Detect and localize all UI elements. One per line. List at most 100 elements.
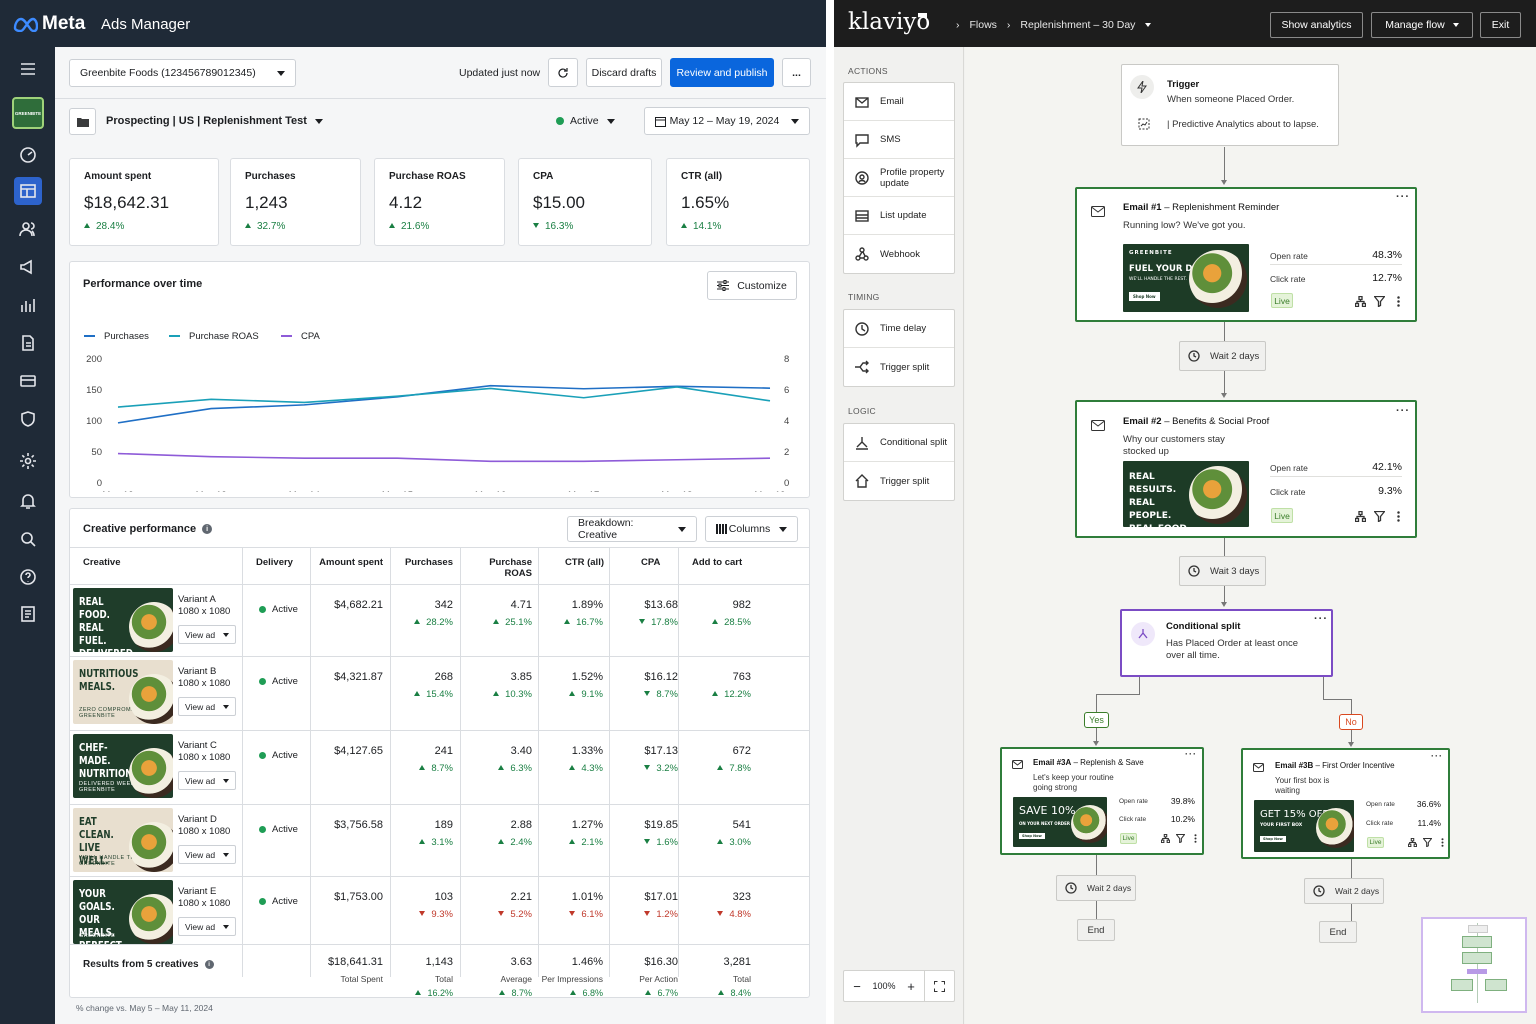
hierarchy-icon[interactable]: [1355, 511, 1366, 522]
breakdown-dropdown[interactable]: Breakdown: Creative: [567, 516, 697, 542]
creative-thumbnail[interactable]: CHEF-MADE. NUTRITION. DELIVERED WEEKLY. …: [73, 734, 173, 798]
column-header[interactable]: Creative: [83, 557, 121, 568]
column-header[interactable]: Purchases: [404, 557, 453, 568]
discard-drafts-button[interactable]: Discard drafts: [586, 58, 662, 87]
email-1-more-button[interactable]: ···: [1396, 191, 1410, 203]
view-ad-button[interactable]: View ad: [178, 917, 236, 936]
more-options-button[interactable]: ...: [782, 58, 811, 87]
folder-button[interactable]: [69, 108, 96, 135]
metric-card[interactable]: Amount spent $18,642.31 28.4%: [69, 158, 219, 246]
account-select[interactable]: Greenbite Foods (123456789012345): [69, 59, 296, 87]
bell-icon[interactable]: [14, 487, 42, 515]
email-3a-more-button[interactable]: ···: [1185, 749, 1197, 759]
gear-icon[interactable]: [14, 447, 42, 475]
column-header[interactable]: Amount spent: [319, 557, 383, 568]
creative-thumbnail[interactable]: NUTRITIOUS MEALS. ZERO COMPROMISES. GREE…: [73, 660, 173, 724]
creative-thumbnail[interactable]: REAL FOOD. REAL FUEL. DELIVERED.: [73, 588, 173, 652]
refresh-button[interactable]: [548, 58, 578, 87]
trigger-node[interactable]: Trigger When someone Placed Order. | Pre…: [1121, 64, 1339, 146]
sidebar-item-time-delay[interactable]: Time delay: [844, 310, 954, 348]
metric-card[interactable]: CPA $15.00 16.3%: [518, 158, 652, 246]
wait-3b-node[interactable]: Wait 2 days: [1304, 878, 1384, 904]
view-ad-button[interactable]: View ad: [178, 771, 236, 790]
email-2-more-button[interactable]: ···: [1396, 405, 1410, 417]
column-header[interactable]: Add to cart: [692, 557, 743, 568]
shield-icon[interactable]: [14, 405, 42, 433]
campaigns-icon[interactable]: [14, 177, 42, 205]
column-header[interactable]: Delivery: [256, 557, 293, 568]
search-icon[interactable]: [14, 525, 42, 553]
table-row[interactable]: CHEF-MADE. NUTRITION. DELIVERED WEEKLY. …: [70, 730, 810, 804]
sidebar-item-list-update[interactable]: List update: [844, 197, 954, 235]
email-3b-more-button[interactable]: ···: [1431, 751, 1443, 761]
audiences-icon[interactable]: [14, 215, 42, 243]
metric-card[interactable]: Purchase ROAS 4.12 21.6%: [374, 158, 505, 246]
reports-icon[interactable]: [14, 291, 42, 319]
legend-item[interactable]: CPA: [281, 331, 320, 342]
wait-2-node[interactable]: Wait 3 days: [1179, 556, 1266, 586]
dashboard-icon[interactable]: [14, 141, 42, 169]
klaviyo-logo[interactable]: klaviyo: [848, 9, 931, 35]
column-header[interactable]: CPA: [641, 557, 661, 568]
conditional-split-node[interactable]: Conditional split Has Placed Order at le…: [1120, 609, 1333, 677]
split-more-button[interactable]: ···: [1314, 613, 1328, 625]
sidebar-item-profile-update[interactable]: Profile property update: [844, 159, 954, 197]
billing-icon[interactable]: [14, 367, 42, 395]
wait-1-node[interactable]: Wait 2 days: [1179, 341, 1266, 371]
help-icon[interactable]: [14, 563, 42, 591]
kebab-icon[interactable]: [1393, 511, 1404, 522]
view-ad-button[interactable]: View ad: [178, 697, 236, 716]
email-3a-node[interactable]: Email #3A – Replenish & Save Let's keep …: [1000, 747, 1204, 855]
status-dropdown[interactable]: Active: [556, 115, 615, 127]
campaign-selector[interactable]: Prospecting | US | Replenishment Test: [106, 115, 323, 127]
sidebar-item-trigger-split-logic[interactable]: Trigger split: [844, 462, 954, 500]
creative-thumbnail[interactable]: YOUR GOALS. OUR MEALS. PERFECT MATCH. GR…: [73, 880, 173, 944]
info-icon[interactable]: i: [202, 524, 213, 534]
metric-card[interactable]: Purchases 1,243 32.7%: [230, 158, 361, 246]
table-row[interactable]: NUTRITIOUS MEALS. ZERO COMPROMISES. GREE…: [70, 656, 810, 730]
hierarchy-icon[interactable]: [1408, 838, 1417, 847]
menu-icon[interactable]: [14, 55, 42, 83]
table-row[interactable]: EAT CLEAN. LIVE WELL. WE'LL HANDLE THE R…: [70, 804, 810, 876]
megaphone-icon[interactable]: [14, 253, 42, 281]
column-header[interactable]: Purchase ROAS: [489, 557, 532, 579]
email-3b-node[interactable]: Email #3B – First Order Incentive Your f…: [1241, 748, 1450, 859]
customize-button[interactable]: Customize: [707, 271, 797, 300]
breadcrumb-current[interactable]: Replenishment – 30 Day: [1020, 19, 1136, 31]
kebab-icon[interactable]: [1393, 296, 1404, 307]
view-ad-button[interactable]: View ad: [178, 625, 236, 644]
sidebar-item-trigger-split-timing[interactable]: Trigger split: [844, 348, 954, 386]
zoom-in-button[interactable]: +: [907, 978, 915, 994]
sidebar-item-email[interactable]: Email: [844, 83, 954, 121]
sidebar-item-webhook[interactable]: Webhook: [844, 235, 954, 273]
show-analytics-button[interactable]: Show analytics: [1270, 12, 1363, 38]
filter-icon[interactable]: [1423, 838, 1432, 847]
wait-3a-node[interactable]: Wait 2 days: [1056, 875, 1136, 901]
end-node-b[interactable]: End: [1319, 921, 1357, 943]
fullscreen-button[interactable]: [924, 971, 954, 1001]
breadcrumb-flows[interactable]: Flows: [969, 19, 997, 31]
creative-thumbnail[interactable]: EAT CLEAN. LIVE WELL. WE'LL HANDLE THE R…: [73, 808, 173, 872]
columns-dropdown[interactable]: Columns: [705, 516, 798, 542]
column-header[interactable]: CTR (all): [564, 557, 604, 568]
table-row[interactable]: YOUR GOALS. OUR MEALS. PERFECT MATCH. GR…: [70, 876, 810, 944]
kebab-icon[interactable]: [1438, 838, 1447, 847]
email-1-node[interactable]: Email #1 – Replenishment Reminder Runnin…: [1075, 187, 1417, 322]
account-avatar[interactable]: GREENBITE: [12, 97, 44, 129]
end-node-a[interactable]: End: [1077, 919, 1115, 941]
sidebar-item-sms[interactable]: SMS: [844, 121, 954, 159]
info-icon[interactable]: i: [204, 960, 214, 969]
review-publish-button[interactable]: Review and publish: [670, 58, 774, 87]
kebab-icon[interactable]: [1191, 834, 1200, 843]
zoom-out-button[interactable]: −: [853, 978, 861, 994]
date-range-picker[interactable]: May 12 – May 19, 2024: [644, 107, 810, 135]
view-ad-button[interactable]: View ad: [178, 845, 236, 864]
filter-icon[interactable]: [1176, 834, 1185, 843]
sidebar-item-conditional-split[interactable]: Conditional split: [844, 424, 954, 462]
email-2-node[interactable]: Email #2 – Benefits & Social Proof Why o…: [1075, 400, 1417, 538]
chevron-down-icon[interactable]: [1145, 23, 1152, 27]
exit-button[interactable]: Exit: [1480, 12, 1521, 38]
manage-flow-button[interactable]: Manage flow: [1371, 12, 1473, 38]
table-row[interactable]: REAL FOOD. REAL FUEL. DELIVERED. Variant…: [70, 584, 810, 656]
flow-minimap[interactable]: [1421, 917, 1527, 1013]
